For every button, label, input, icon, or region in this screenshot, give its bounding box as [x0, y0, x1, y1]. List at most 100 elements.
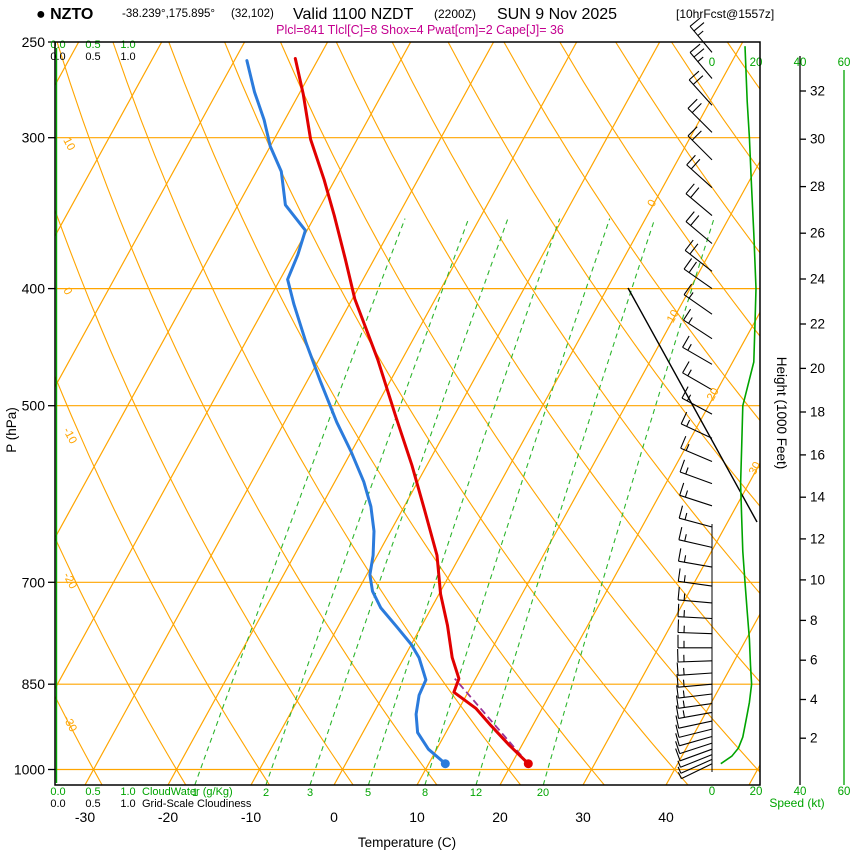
wind-speed-profile: [720, 46, 845, 785]
cloudwater-tick-bottom: 0.0: [50, 786, 65, 798]
station-id: ● NZTO: [36, 6, 93, 23]
speed-tick-label-top: 0: [709, 57, 715, 69]
isotherm-label: 30: [747, 460, 764, 477]
height-tick-label: 2: [810, 731, 818, 746]
wind-speed-line: [720, 46, 757, 765]
isotherm-line: [167, 42, 578, 785]
plot-border: [54, 41, 761, 786]
speed-axis-title: Speed (kt): [769, 796, 824, 810]
dry-adiabat-line: [559, 42, 760, 338]
valid-date: SUN 9 Nov 2025: [497, 6, 617, 23]
isotherm-line: [665, 612, 760, 785]
sounding-curves: [245, 57, 533, 769]
mixing-ratio-label: 5: [365, 787, 371, 799]
dry-adiabat-line: [503, 42, 760, 422]
surface-dewpoint-dot: [440, 759, 450, 769]
wind-barbs: [675, 17, 713, 780]
mixing-ratio-line: [265, 218, 470, 785]
temperature-tick-label: -10: [241, 809, 261, 825]
cloudwater-tick-bottom: 0.5: [85, 786, 100, 798]
height-tick-label: 26: [810, 226, 825, 241]
mixing-ratio-lines: [194, 218, 715, 785]
temperature-tick-label: 20: [492, 809, 508, 825]
dry-adiabat-line: [112, 42, 522, 785]
speed-tick-label-bottom: 20: [750, 786, 763, 798]
height-tick-label: 10: [810, 572, 825, 587]
speed-tick-label-top: 40: [794, 57, 807, 69]
height-axis-title: Height (1000 Feet): [774, 357, 789, 470]
dry-adiabat-label: -20: [60, 571, 78, 591]
cloudiness-tick-bottom: 1.0: [120, 798, 135, 810]
cloudwater-tick-top: 1.0: [120, 39, 135, 51]
cloudiness-tick-bottom: 0.5: [85, 798, 100, 810]
temperature-tick-label: 30: [575, 809, 591, 825]
isotherm-label: 0: [646, 198, 660, 209]
height-tick-label: 32: [810, 84, 825, 99]
height-tick-label: 4: [810, 692, 818, 707]
dry-adiabat-line: [56, 42, 438, 785]
height-tick-label: 18: [810, 405, 825, 420]
height-tick-label: 8: [810, 613, 818, 628]
height-tick-label: 28: [810, 179, 825, 194]
height-tick-label: 24: [810, 272, 826, 287]
height-tick-label: 30: [810, 132, 825, 147]
mixing-ratio-label: 3: [307, 787, 313, 799]
mixing-ratio-line: [424, 218, 611, 785]
cloudwater-tick-top: 0.5: [85, 39, 100, 51]
temperature-tick-label: 0: [330, 809, 338, 825]
isotherm-line: [582, 461, 760, 785]
isotherm-line: [499, 311, 760, 785]
isotherm-line: [84, 42, 495, 785]
dry-adiabat-label: 10: [60, 136, 77, 153]
surface-temperature-dot: [523, 759, 533, 769]
cloudwater-tick-top: 0.0: [50, 39, 65, 51]
pressure-tick-label: 400: [22, 281, 46, 297]
parcel-path: [454, 678, 529, 765]
pressure-tick-label: 1000: [14, 762, 45, 778]
pressure-tick-label: 850: [22, 676, 46, 692]
mixing-ratio-label: 8: [422, 787, 428, 799]
isotherm-line: [55, 42, 246, 389]
temperature-tick-label: -30: [75, 809, 95, 825]
dry-adiabat-line: [55, 375, 270, 785]
pressure-tick-label: 700: [22, 574, 46, 590]
isotherm-line: [55, 42, 329, 539]
cloudiness-tick-bottom: 0.0: [50, 798, 65, 810]
dry-adiabat-line: [447, 42, 760, 508]
isotherm-line: [416, 160, 760, 785]
height-tick-label: 22: [810, 317, 825, 332]
speed-tick-label-top: 60: [838, 57, 850, 69]
dry-adiabat-label: 0: [60, 286, 74, 297]
dry-adiabat-line: [335, 42, 760, 683]
dewpoint-curve: [245, 59, 447, 766]
dry-adiabat-line: [168, 42, 605, 785]
height-tick-label: 20: [810, 361, 825, 376]
temperature-curve: [293, 57, 530, 766]
height-tick-label: 14: [810, 490, 826, 505]
temperature-tick-label: 40: [658, 809, 674, 825]
valid-time: Valid 1100 NZDT: [293, 6, 414, 23]
temperature-axis-title: Temperature (C): [358, 835, 456, 850]
temperature-tick-label: -20: [158, 809, 178, 825]
mixing-ratio-label: 2: [263, 787, 269, 799]
isotherm-line: [333, 42, 744, 785]
dry-adiabat-line: [55, 208, 354, 785]
isotherm-label: 20: [705, 386, 722, 403]
pressure-axis-title: P (hPa): [4, 407, 19, 453]
cloudiness-tick-top: 1.0: [120, 51, 135, 63]
wind-staff-lines: [627, 287, 758, 772]
dry-adiabat-line: [55, 695, 103, 785]
speed-tick-label-bottom: 0: [709, 786, 715, 798]
cloudiness-tick-top: 0.5: [85, 51, 100, 63]
dry-adiabat-line: [55, 536, 187, 785]
isotherm-line: [250, 42, 661, 785]
isotherm-line: [55, 42, 163, 238]
mixing-ratio-line: [194, 218, 406, 785]
height-tick-label: 12: [810, 531, 825, 546]
derived-parameters: Plcl=841 Tlcl[C]=8 Shox=4 Pwat[cm]=2 Cap…: [276, 23, 564, 37]
height-tick-label: 6: [810, 653, 818, 668]
